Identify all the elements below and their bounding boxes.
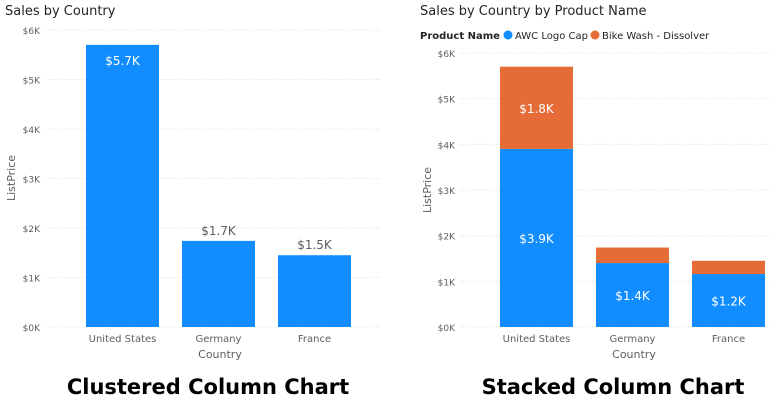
data-label-united-states-bike-wash-dissolver: $1.8K	[519, 102, 555, 116]
chart2-x-tick-label-germany: Germany	[610, 334, 656, 345]
bar-germany-bike-wash-dissolver	[596, 247, 669, 264]
chart2-legend-title: Product Name	[420, 31, 500, 42]
chart2-y-tick-label: $5K	[438, 96, 456, 106]
chart1-y-tick-label: $4K	[23, 126, 41, 136]
chart2-y-tick-label: $1K	[438, 278, 456, 288]
chart1-title: Sales by Country	[5, 4, 116, 19]
data-label-france: $1.5K	[297, 238, 333, 252]
clustered-column-chart: Sales by Country $0K $1K $2K $3K $4K $5K $6K L…	[5, 4, 380, 399]
chart1-y-tick-label: $5K	[23, 77, 41, 87]
legend-marker-awc-logo-cap	[503, 30, 513, 40]
chart2-x-axis-label: Country	[612, 348, 656, 361]
bar-united-states	[86, 44, 159, 327]
chart2-y-tick-label: $0K	[438, 324, 456, 334]
chart1-y-tick-label: $6K	[23, 27, 41, 37]
chart1-y-tick-label: $2K	[23, 225, 41, 235]
chart2-caption: Stacked Column Chart	[482, 375, 745, 399]
chart1-x-tick-label-united-states: United States	[89, 334, 157, 345]
chart1-bars: $5.7K $1.7K $1.5K	[86, 44, 351, 327]
data-label-germany-awc-logo-cap: $1.4K	[615, 289, 651, 303]
data-label-france-awc-logo-cap: $1.2K	[711, 295, 747, 309]
chart2-legend: Product Name AWC Logo Cap Bike Wash - Di…	[420, 30, 710, 42]
data-label-united-states: $5.7K	[105, 54, 141, 68]
chart2-x-tick-label-united-states: United States	[503, 334, 571, 345]
chart2-y-axis-label: ListPrice	[421, 167, 434, 213]
chart2-y-tick-label: $2K	[438, 233, 456, 243]
chart2-y-tick-label: $6K	[438, 50, 456, 60]
chart2-x-tick-label-france: France	[712, 334, 745, 345]
chart1-y-tick-label: $1K	[23, 275, 41, 285]
stacked-column-chart: Sales by Country by Product Name Product…	[420, 4, 770, 399]
chart1-x-axis-label: Country	[198, 348, 242, 361]
chart1-y-axis-label: ListPrice	[5, 155, 18, 201]
chart1-caption: Clustered Column Chart	[67, 375, 349, 399]
chart2-bars: $3.9K $1.8K $1.4K $1.2K	[500, 66, 765, 327]
chart1-y-tick-label: $3K	[23, 176, 41, 186]
chart2-title: Sales by Country by Product Name	[420, 4, 647, 19]
legend-marker-bike-wash-dissolver	[590, 30, 600, 40]
chart1-x-tick-label-germany: Germany	[196, 334, 242, 345]
chart1-x-tick-label-france: France	[298, 334, 331, 345]
chart2-y-tick-label: $3K	[438, 187, 456, 197]
bar-united-states-awc-logo-cap	[500, 148, 573, 327]
chart2-y-tick-label: $4K	[438, 141, 456, 151]
chart1-x-axis: United States Germany France	[89, 334, 331, 345]
bar-germany	[182, 240, 255, 327]
legend-label-bike-wash-dissolver: Bike Wash - Dissolver	[602, 31, 710, 42]
bar-united-states-bike-wash-dissolver	[500, 66, 573, 149]
bar-france-awc-logo-cap	[692, 274, 765, 327]
chart2-y-axis: $0K $1K $2K $3K $4K $5K $6K	[438, 50, 456, 334]
bar-germany-awc-logo-cap	[596, 263, 669, 327]
chart2-x-axis: United States Germany France	[503, 334, 745, 345]
data-label-united-states-awc-logo-cap: $3.9K	[519, 232, 555, 246]
chart1-y-axis: $0K $1K $2K $3K $4K $5K $6K	[23, 27, 41, 334]
data-label-germany: $1.7K	[201, 224, 237, 238]
bar-france	[278, 255, 351, 327]
chart1-y-tick-label: $0K	[23, 324, 41, 334]
bar-france-bike-wash-dissolver	[692, 260, 765, 275]
legend-label-awc-logo-cap: AWC Logo Cap	[515, 31, 588, 42]
